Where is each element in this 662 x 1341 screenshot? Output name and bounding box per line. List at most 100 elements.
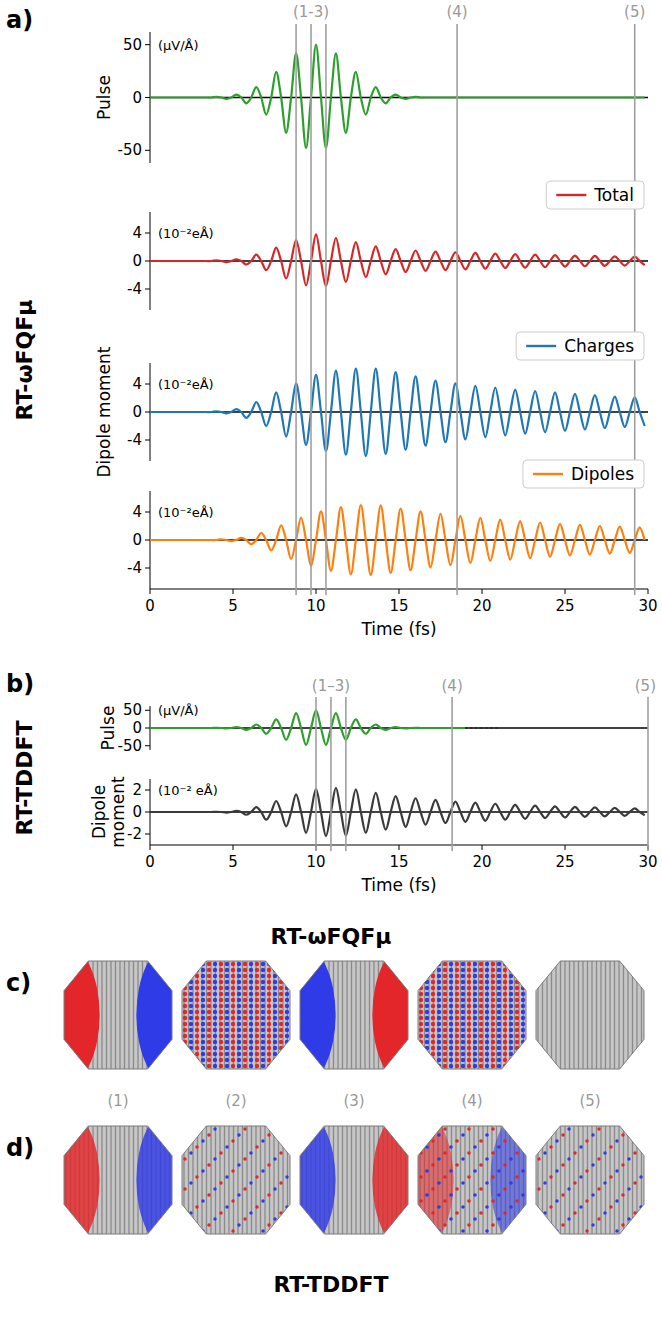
dipole-dot [195, 962, 199, 966]
dipole-dot [437, 998, 441, 1002]
dipole-dot [419, 1127, 423, 1131]
y-tick [145, 745, 150, 746]
dipole-dot [509, 1040, 513, 1044]
dipole-dot [503, 998, 507, 1002]
y-tick-label: 4 [132, 224, 142, 242]
dipole-dot [621, 1193, 624, 1196]
dipole-dot [461, 1004, 465, 1008]
particle-rod [337, 961, 338, 1069]
dipole-dot [207, 986, 211, 990]
y-tick [145, 568, 150, 569]
particle-rod [618, 961, 619, 1069]
particle-rod [119, 1126, 120, 1234]
particle-rod [464, 1126, 465, 1234]
dipole-dot [609, 1175, 612, 1178]
dipole-dot [225, 1046, 229, 1050]
dipole-dot [521, 1169, 525, 1173]
snapshot-time-label: (1–3) [312, 677, 350, 695]
snapshot-time-line [647, 697, 649, 851]
snapshot-time-label: (4) [446, 3, 467, 21]
dipole-dot [219, 1022, 223, 1026]
x-tick-label: 15 [389, 853, 408, 871]
dipole-dot [255, 1010, 259, 1014]
dipole-dot [273, 1016, 277, 1020]
legend: Charges [516, 332, 644, 360]
dipole-dot [219, 1211, 222, 1214]
particle-rod [555, 961, 556, 1069]
dipole-dot [437, 986, 441, 990]
dipole-dot [279, 986, 283, 990]
dipole-dot [183, 1217, 186, 1220]
dipole-dot [425, 1193, 429, 1197]
dipole-dot [455, 992, 459, 996]
dipole-dot [243, 1034, 247, 1038]
particle-rod [133, 961, 134, 1069]
dipole-dot [225, 986, 229, 990]
dipole-dot [249, 1040, 253, 1044]
dipole-dot [473, 962, 477, 966]
dipole-dot [497, 962, 501, 966]
dipole-dot [627, 1157, 630, 1160]
particle-rod [551, 1126, 552, 1234]
dipole-dot [455, 980, 459, 984]
snapshot-column-label: (5) [579, 1092, 600, 1110]
dipole-dot [425, 998, 429, 1002]
x-tick [233, 845, 234, 850]
y-tick [145, 540, 150, 541]
dipole-dot [437, 1028, 441, 1032]
dipole-dot [425, 1217, 429, 1221]
y-axis-title: Pulse [98, 706, 118, 751]
dipole-dot [419, 1016, 423, 1020]
dipole-dot [549, 1175, 552, 1178]
dipole-dot [467, 1046, 471, 1050]
particle-rod [605, 1126, 606, 1234]
subplot: -404(10⁻²eÅ)Dipole moment [94, 346, 648, 477]
dipole-dot [503, 992, 507, 996]
particle-rod [342, 961, 343, 1069]
dipole-dot [237, 1052, 241, 1056]
dipole-dot [497, 1010, 501, 1014]
snapshot-column-label: (1) [107, 1092, 128, 1110]
particle [418, 961, 526, 1069]
dipole-dot [479, 968, 483, 972]
dipole-dot [261, 992, 265, 996]
dipole-dot [249, 1010, 253, 1014]
dipole-dot [479, 1004, 483, 1008]
particle-outline [536, 961, 644, 1069]
dipole-dot [473, 1064, 477, 1068]
dipole-dot [255, 1058, 259, 1062]
dipole-dot [195, 1022, 199, 1026]
y-label-group: Pulse [98, 706, 118, 751]
particle-rod [369, 961, 370, 1069]
dipole-dot [219, 998, 223, 1002]
y-tick-label: 50 [123, 36, 142, 54]
y-tick-label: 0 [132, 252, 142, 270]
dipole-dot [273, 1034, 277, 1038]
dipole-dot [461, 974, 465, 978]
dipole-dot [509, 1010, 513, 1014]
x-tick-label: 20 [472, 853, 491, 871]
dipole-dot [279, 1058, 283, 1062]
dipole-dot [219, 1028, 223, 1032]
dipole-dot [503, 974, 507, 978]
dipole-dot [521, 968, 525, 972]
dipole-dot [219, 1010, 223, 1014]
particle-rod [346, 961, 347, 1069]
dipole-dot [443, 962, 447, 966]
dipole-dot [497, 968, 501, 972]
y-tick-label: 0 [132, 403, 142, 421]
dipole-dot [467, 980, 471, 984]
dipole-dot [467, 1175, 471, 1179]
dipole-dot [267, 1058, 271, 1062]
x-tick [150, 845, 151, 850]
dipole-dot [183, 1157, 186, 1160]
dipole-dot [437, 1157, 441, 1161]
dipole-dot [437, 992, 441, 996]
particle-rod [282, 1126, 283, 1234]
particle-rod [355, 1126, 356, 1234]
dipole-dot [555, 1199, 558, 1202]
particle-rod [560, 961, 561, 1069]
dipole-dot [503, 1034, 507, 1038]
dipole-dot [443, 974, 447, 978]
y-tick [145, 150, 150, 151]
